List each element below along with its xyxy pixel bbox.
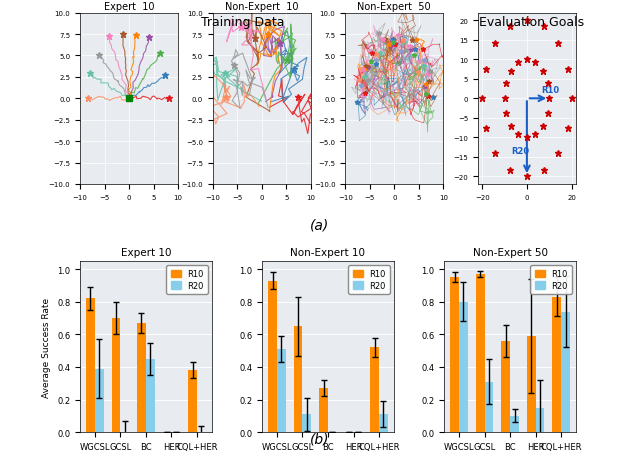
Title: Non-Expert  50: Non-Expert 50 [358, 1, 431, 11]
Bar [370, 348, 379, 432]
Bar [450, 278, 459, 432]
Title: Non-Expert 50: Non-Expert 50 [472, 248, 548, 258]
Bar [277, 349, 286, 432]
Bar [146, 359, 155, 432]
Text: (a): (a) [310, 218, 330, 232]
Title: Expert  10: Expert 10 [104, 1, 154, 11]
Text: Training Data: Training Data [202, 16, 285, 29]
Bar [476, 274, 484, 432]
Legend: R10, R20: R10, R20 [348, 266, 390, 294]
Bar [536, 408, 545, 432]
Text: Evaluation Goals: Evaluation Goals [479, 16, 584, 29]
Text: R20: R20 [511, 147, 529, 156]
Title: Expert 10: Expert 10 [121, 248, 172, 258]
Bar [303, 415, 312, 432]
Bar [527, 336, 536, 432]
Bar [510, 416, 519, 432]
Y-axis label: Average Success Rate: Average Success Rate [42, 297, 51, 397]
Bar [379, 415, 388, 432]
Bar [484, 382, 493, 432]
Bar [294, 327, 303, 432]
Text: R10: R10 [541, 86, 559, 95]
Bar [552, 297, 561, 432]
Bar [268, 281, 277, 432]
Bar [188, 370, 197, 432]
Bar [319, 388, 328, 432]
Title: Non-Expert 10: Non-Expert 10 [291, 248, 365, 258]
Title: Non-Expert  10: Non-Expert 10 [225, 1, 298, 11]
Bar [501, 341, 510, 432]
Bar [459, 302, 468, 432]
Bar [111, 318, 120, 432]
Legend: R10, R20: R10, R20 [166, 266, 208, 294]
Bar [137, 323, 146, 432]
Bar [86, 299, 95, 432]
Legend: R10, R20: R10, R20 [531, 266, 572, 294]
Text: (b): (b) [310, 432, 330, 446]
Bar [95, 369, 104, 432]
Bar [561, 312, 570, 432]
